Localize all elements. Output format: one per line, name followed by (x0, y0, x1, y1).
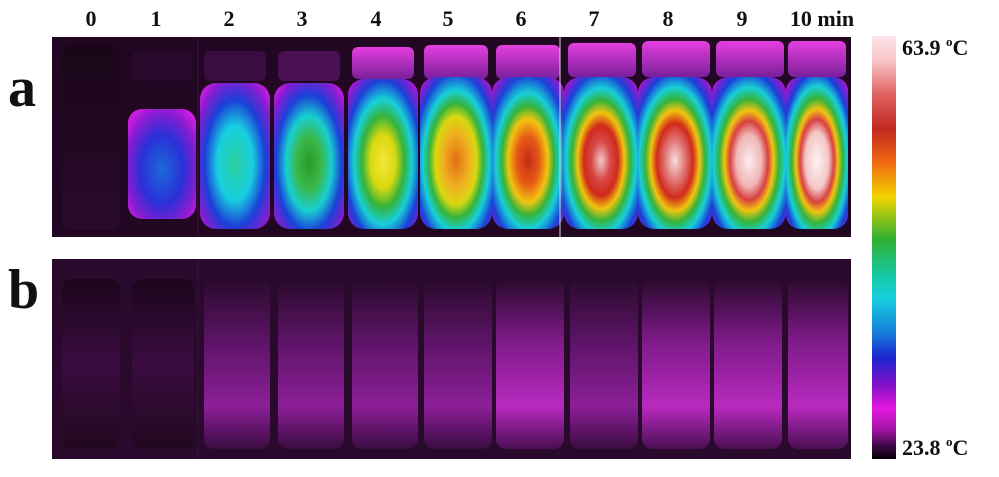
vial-9 (712, 77, 786, 229)
vial-3 (274, 83, 344, 229)
time-label-6: 6 (515, 6, 527, 31)
time-label-4: 4 (370, 6, 382, 31)
vial-8 (638, 77, 712, 229)
time-label-10: 10 min (789, 6, 855, 31)
panel-label-a: a (8, 57, 36, 119)
panel-label-b: b (8, 259, 40, 321)
thermal-strip-a (52, 37, 851, 237)
vial-0 (62, 45, 120, 230)
thermal-image-b (52, 259, 851, 459)
vial-4 (348, 79, 418, 229)
vial-5 (420, 77, 492, 229)
colorbar-min-label: 23.8 oC (902, 434, 969, 460)
thermal-strip-b (52, 259, 851, 459)
time-label-0: 0 (85, 6, 97, 31)
temperature-colorbar (872, 36, 896, 459)
vial-2 (200, 83, 270, 229)
time-label-2: 2 (223, 6, 235, 31)
time-label-9: 9 (736, 6, 748, 31)
time-label-1: 1 (150, 6, 162, 31)
time-label-8: 8 (662, 6, 674, 31)
vial-1 (128, 109, 196, 219)
colorbar-max-label: 63.9 oC (902, 34, 969, 60)
time-label-7: 7 (588, 6, 600, 31)
time-labels: 0 1 2 3 4 5 6 7 8 9 10 min (0, 6, 870, 34)
vial-7 (564, 77, 638, 229)
time-label-5: 5 (442, 6, 454, 31)
vial-6 (492, 77, 564, 229)
time-label-3: 3 (296, 6, 308, 31)
vial-10 (786, 77, 848, 229)
thermal-image-a (52, 37, 851, 237)
